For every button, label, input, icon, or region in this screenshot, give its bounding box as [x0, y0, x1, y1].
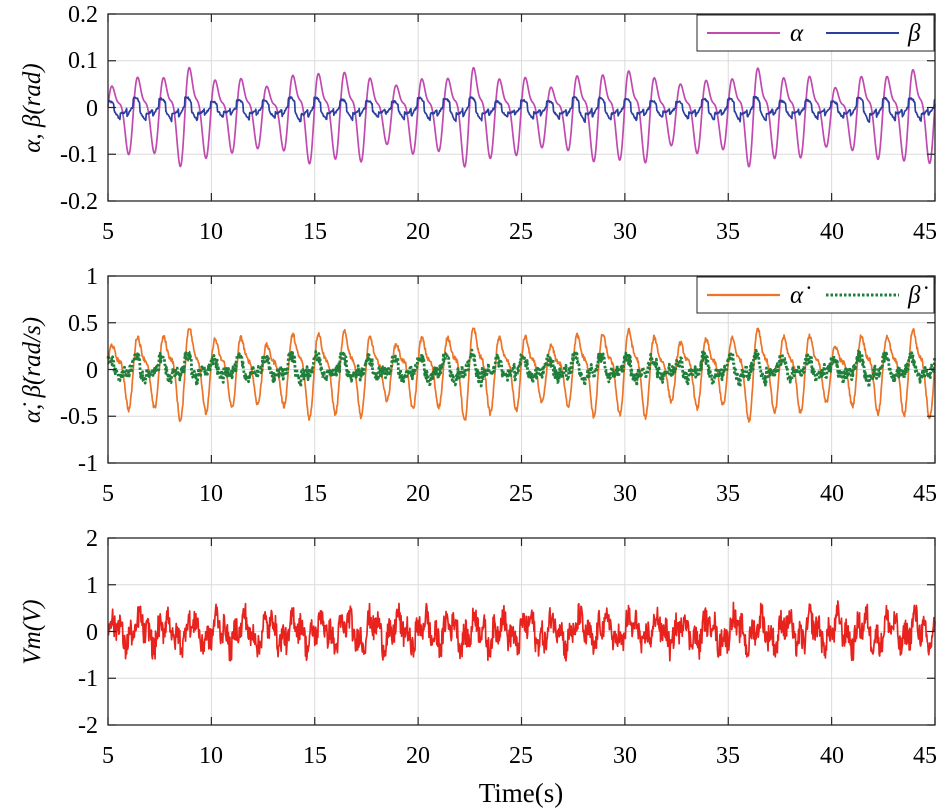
y-tick-label: 0.2 [68, 2, 98, 28]
x-tick-labels-voltage: 5 10 15 20 25 30 35 40 45 [102, 743, 937, 769]
y-tick-label: 0 [86, 96, 98, 122]
x-tick-label: 10 [199, 743, 223, 769]
x-tick-label: 30 [613, 743, 637, 769]
x-tick-label: 20 [406, 743, 430, 769]
y-tick-label: 1 [86, 573, 98, 599]
y-axis-label-rates: α̇, β̇(rad/s) [19, 317, 46, 423]
y-axis-label-voltage: Vm(V) [19, 599, 46, 664]
x-tick-label: 40 [820, 219, 844, 245]
x-tick-label: 10 [199, 219, 223, 245]
y-tick-labels-angles: 0.2 0.1 0 -0.1 -0.2 [60, 2, 98, 215]
y-tick-label: 2 [86, 526, 98, 552]
y-axis-label-angles: α, β(rad) [19, 63, 46, 152]
x-tick-label: 30 [613, 219, 637, 245]
series-line-rates-0 [107, 327, 936, 423]
series-layer-voltage [107, 600, 936, 662]
x-tick-label: 35 [716, 743, 740, 769]
y-tick-label: 0 [86, 358, 98, 384]
x-tick-label: 25 [509, 743, 533, 769]
x-tick-label: 45 [913, 219, 937, 245]
series-layer-rates [106, 327, 937, 423]
x-tick-label: 20 [406, 219, 430, 245]
x-tick-labels-rates: 5 10 15 20 25 30 35 40 45 [102, 481, 937, 507]
x-tick-label: 10 [199, 481, 223, 507]
y-tick-labels-voltage: 2 1 0 -1 -2 [78, 526, 98, 739]
x-tick-label: 45 [913, 481, 937, 507]
x-tick-labels-angles: 5 10 15 20 25 30 35 40 45 [102, 219, 937, 245]
panel-angles: 0.2 0.1 0 -0.1 -0.2 5 10 15 20 25 30 35 … [19, 2, 937, 245]
x-tick-label: 25 [509, 481, 533, 507]
y-tick-label: -0.1 [60, 142, 98, 168]
x-tick-label: 30 [613, 481, 637, 507]
series-line-rates-1 [106, 348, 937, 389]
y-tick-label: -0.5 [60, 404, 98, 430]
y-tick-labels-rates: 1 0.5 0 -0.5 -1 [60, 264, 98, 477]
y-tick-label: 1 [86, 264, 98, 290]
legend-label-alpha: α [790, 20, 804, 47]
x-tick-label: 20 [406, 481, 430, 507]
legend-rates: α̇ β̇ [696, 276, 935, 314]
y-tick-label: 0.1 [68, 48, 98, 74]
tick-marks-voltage [107, 537, 936, 726]
x-tick-label: 5 [102, 481, 114, 507]
x-tick-label: 35 [716, 219, 740, 245]
legend-label-beta: β [907, 20, 921, 47]
panel-voltage: 2 1 0 -1 -2 5 10 15 20 25 30 35 40 45 Vm… [19, 526, 937, 808]
x-tick-label: 5 [102, 219, 114, 245]
x-tick-label: 15 [303, 219, 327, 245]
x-tick-label: 15 [303, 481, 327, 507]
y-tick-label: -2 [78, 713, 98, 739]
x-tick-label: 40 [820, 743, 844, 769]
y-tick-label: -1 [78, 451, 98, 477]
x-tick-label: 40 [820, 481, 844, 507]
x-axis-label-time: Time(s) [479, 778, 564, 808]
y-tick-label: 0.5 [68, 311, 98, 337]
series-layer-angles [107, 66, 936, 168]
panel-rates: 1 0.5 0 -0.5 -1 5 10 15 20 25 30 35 40 4… [19, 264, 937, 507]
y-tick-label: 0 [86, 620, 98, 646]
x-tick-label: 45 [913, 743, 937, 769]
x-tick-label: 5 [102, 743, 114, 769]
series-line-angles-1 [107, 95, 936, 124]
y-tick-label: -0.2 [60, 189, 98, 215]
y-tick-label: -1 [78, 666, 98, 692]
x-tick-label: 15 [303, 743, 327, 769]
legend-angles: α β [696, 14, 935, 52]
series-line-voltage-0 [107, 600, 936, 662]
x-tick-label: 25 [509, 219, 533, 245]
x-tick-label: 35 [716, 481, 740, 507]
